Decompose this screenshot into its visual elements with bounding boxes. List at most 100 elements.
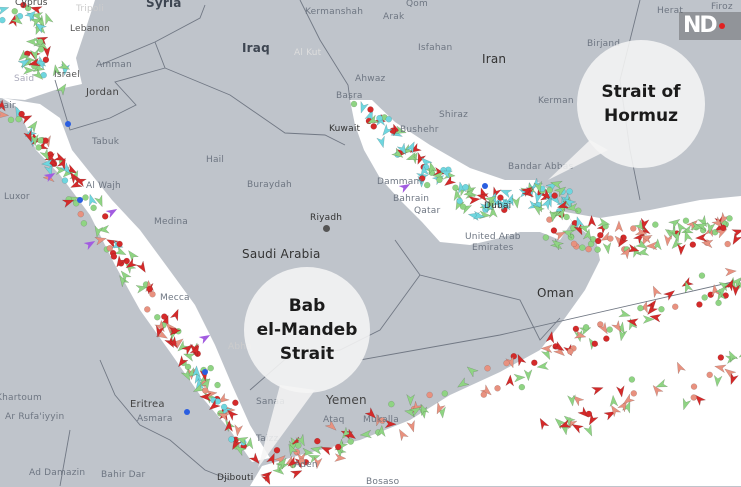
ship-moving-marker[interactable] bbox=[531, 202, 546, 216]
ship-moving-marker[interactable] bbox=[551, 340, 567, 354]
ship-moving-marker[interactable] bbox=[41, 158, 54, 168]
ship-stationary-marker[interactable] bbox=[370, 123, 377, 130]
ship-stationary-marker[interactable] bbox=[77, 197, 83, 203]
ship-stationary-marker[interactable] bbox=[497, 194, 504, 201]
ship-moving-marker[interactable] bbox=[167, 335, 181, 350]
ship-stationary-marker[interactable] bbox=[15, 115, 22, 123]
ship-moving-marker[interactable] bbox=[484, 193, 499, 206]
ship-moving-marker[interactable] bbox=[533, 180, 544, 194]
ship-moving-marker[interactable] bbox=[677, 243, 686, 256]
ship-stationary-marker[interactable] bbox=[154, 314, 161, 321]
ship-moving-marker[interactable] bbox=[671, 229, 682, 244]
ship-moving-marker[interactable] bbox=[393, 125, 408, 137]
ship-stationary-marker[interactable] bbox=[11, 8, 18, 15]
ship-stationary-marker[interactable] bbox=[696, 301, 703, 308]
ship-moving-marker[interactable] bbox=[562, 195, 577, 210]
ship-moving-marker[interactable] bbox=[614, 220, 624, 233]
ship-stationary-marker[interactable] bbox=[658, 306, 665, 313]
ship-stationary-marker[interactable] bbox=[35, 144, 42, 151]
ship-moving-marker[interactable] bbox=[680, 276, 695, 290]
ship-stationary-marker[interactable] bbox=[106, 245, 114, 252]
ship-moving-marker[interactable] bbox=[692, 392, 707, 407]
ship-stationary-marker[interactable] bbox=[579, 244, 586, 251]
ship-moving-marker[interactable] bbox=[680, 397, 692, 411]
ship-moving-marker[interactable] bbox=[705, 221, 716, 235]
ship-moving-marker[interactable] bbox=[540, 196, 553, 211]
ship-moving-marker[interactable] bbox=[200, 376, 214, 391]
ship-stationary-marker[interactable] bbox=[698, 272, 706, 279]
ship-moving-marker[interactable] bbox=[396, 142, 409, 156]
ship-moving-marker[interactable] bbox=[620, 245, 634, 260]
ship-moving-marker[interactable] bbox=[537, 416, 550, 431]
ship-moving-marker[interactable] bbox=[164, 335, 177, 350]
ship-moving-marker[interactable] bbox=[694, 232, 708, 242]
ship-moving-marker[interactable] bbox=[51, 64, 62, 77]
ship-stationary-marker[interactable] bbox=[566, 188, 573, 195]
ship-moving-marker[interactable] bbox=[406, 393, 416, 407]
ship-moving-marker[interactable] bbox=[650, 284, 663, 299]
ship-stationary-marker[interactable] bbox=[232, 399, 239, 407]
ship-stationary-marker[interactable] bbox=[724, 240, 731, 248]
ship-moving-marker[interactable] bbox=[570, 421, 585, 434]
ship-moving-marker[interactable] bbox=[83, 238, 98, 250]
ship-stationary-marker[interactable] bbox=[207, 364, 214, 372]
ship-moving-marker[interactable] bbox=[603, 408, 617, 421]
ship-moving-marker[interactable] bbox=[565, 203, 579, 212]
ship-moving-marker[interactable] bbox=[357, 100, 369, 114]
ship-moving-marker[interactable] bbox=[53, 151, 67, 165]
ship-moving-marker[interactable] bbox=[539, 188, 553, 202]
ship-moving-marker[interactable] bbox=[611, 319, 625, 335]
ship-stationary-marker[interactable] bbox=[149, 291, 156, 298]
ship-stationary-marker[interactable] bbox=[682, 217, 690, 224]
ship-moving-marker[interactable] bbox=[717, 211, 731, 226]
ship-moving-marker[interactable] bbox=[56, 156, 69, 171]
ship-moving-marker[interactable] bbox=[731, 284, 741, 297]
ship-stationary-marker[interactable] bbox=[298, 457, 305, 465]
ship-stationary-marker[interactable] bbox=[637, 304, 644, 312]
ship-moving-marker[interactable] bbox=[97, 224, 110, 234]
ship-stationary-marker[interactable] bbox=[690, 383, 698, 390]
ship-moving-marker[interactable] bbox=[570, 393, 585, 407]
ship-moving-marker[interactable] bbox=[587, 214, 597, 228]
ship-moving-marker[interactable] bbox=[398, 181, 413, 193]
ship-stationary-marker[interactable] bbox=[672, 303, 679, 310]
ship-stationary-marker[interactable] bbox=[37, 137, 44, 144]
ship-moving-marker[interactable] bbox=[433, 401, 446, 415]
ship-moving-marker[interactable] bbox=[573, 329, 587, 340]
ship-moving-marker[interactable] bbox=[334, 453, 347, 463]
ship-stationary-marker[interactable] bbox=[419, 175, 426, 182]
ship-moving-marker[interactable] bbox=[439, 167, 454, 180]
ship-moving-marker[interactable] bbox=[633, 219, 647, 233]
ship-stationary-marker[interactable] bbox=[220, 403, 228, 411]
ship-stationary-marker[interactable] bbox=[42, 56, 50, 63]
ship-moving-marker[interactable] bbox=[28, 57, 41, 68]
ship-moving-marker[interactable] bbox=[680, 224, 694, 236]
ship-moving-marker[interactable] bbox=[67, 170, 81, 185]
ship-moving-marker[interactable] bbox=[649, 312, 662, 323]
ship-moving-marker[interactable] bbox=[24, 8, 39, 23]
ship-moving-marker[interactable] bbox=[652, 238, 662, 251]
ship-moving-marker[interactable] bbox=[235, 434, 249, 446]
ship-stationary-marker[interactable] bbox=[603, 335, 610, 342]
ship-stationary-marker[interactable] bbox=[720, 224, 727, 232]
ship-moving-marker[interactable] bbox=[29, 4, 43, 15]
ship-moving-marker[interactable] bbox=[19, 112, 33, 125]
ship-moving-marker[interactable] bbox=[285, 442, 299, 457]
ship-moving-marker[interactable] bbox=[621, 393, 636, 407]
ship-moving-marker[interactable] bbox=[513, 373, 526, 383]
ship-moving-marker[interactable] bbox=[682, 280, 694, 294]
ship-moving-marker[interactable] bbox=[181, 342, 196, 356]
ship-moving-marker[interactable] bbox=[417, 402, 430, 417]
ship-moving-marker[interactable] bbox=[406, 419, 418, 433]
ship-moving-marker[interactable] bbox=[310, 444, 323, 455]
ship-moving-marker[interactable] bbox=[689, 221, 704, 232]
ship-moving-marker[interactable] bbox=[695, 221, 709, 232]
ship-moving-marker[interactable] bbox=[376, 135, 387, 149]
ship-moving-marker[interactable] bbox=[39, 148, 52, 162]
ship-moving-marker[interactable] bbox=[10, 13, 25, 27]
ship-moving-marker[interactable] bbox=[674, 360, 687, 375]
ship-moving-marker[interactable] bbox=[191, 365, 201, 378]
ship-moving-marker[interactable] bbox=[30, 11, 44, 21]
ship-moving-marker[interactable] bbox=[380, 123, 394, 138]
ship-moving-marker[interactable] bbox=[597, 217, 611, 228]
